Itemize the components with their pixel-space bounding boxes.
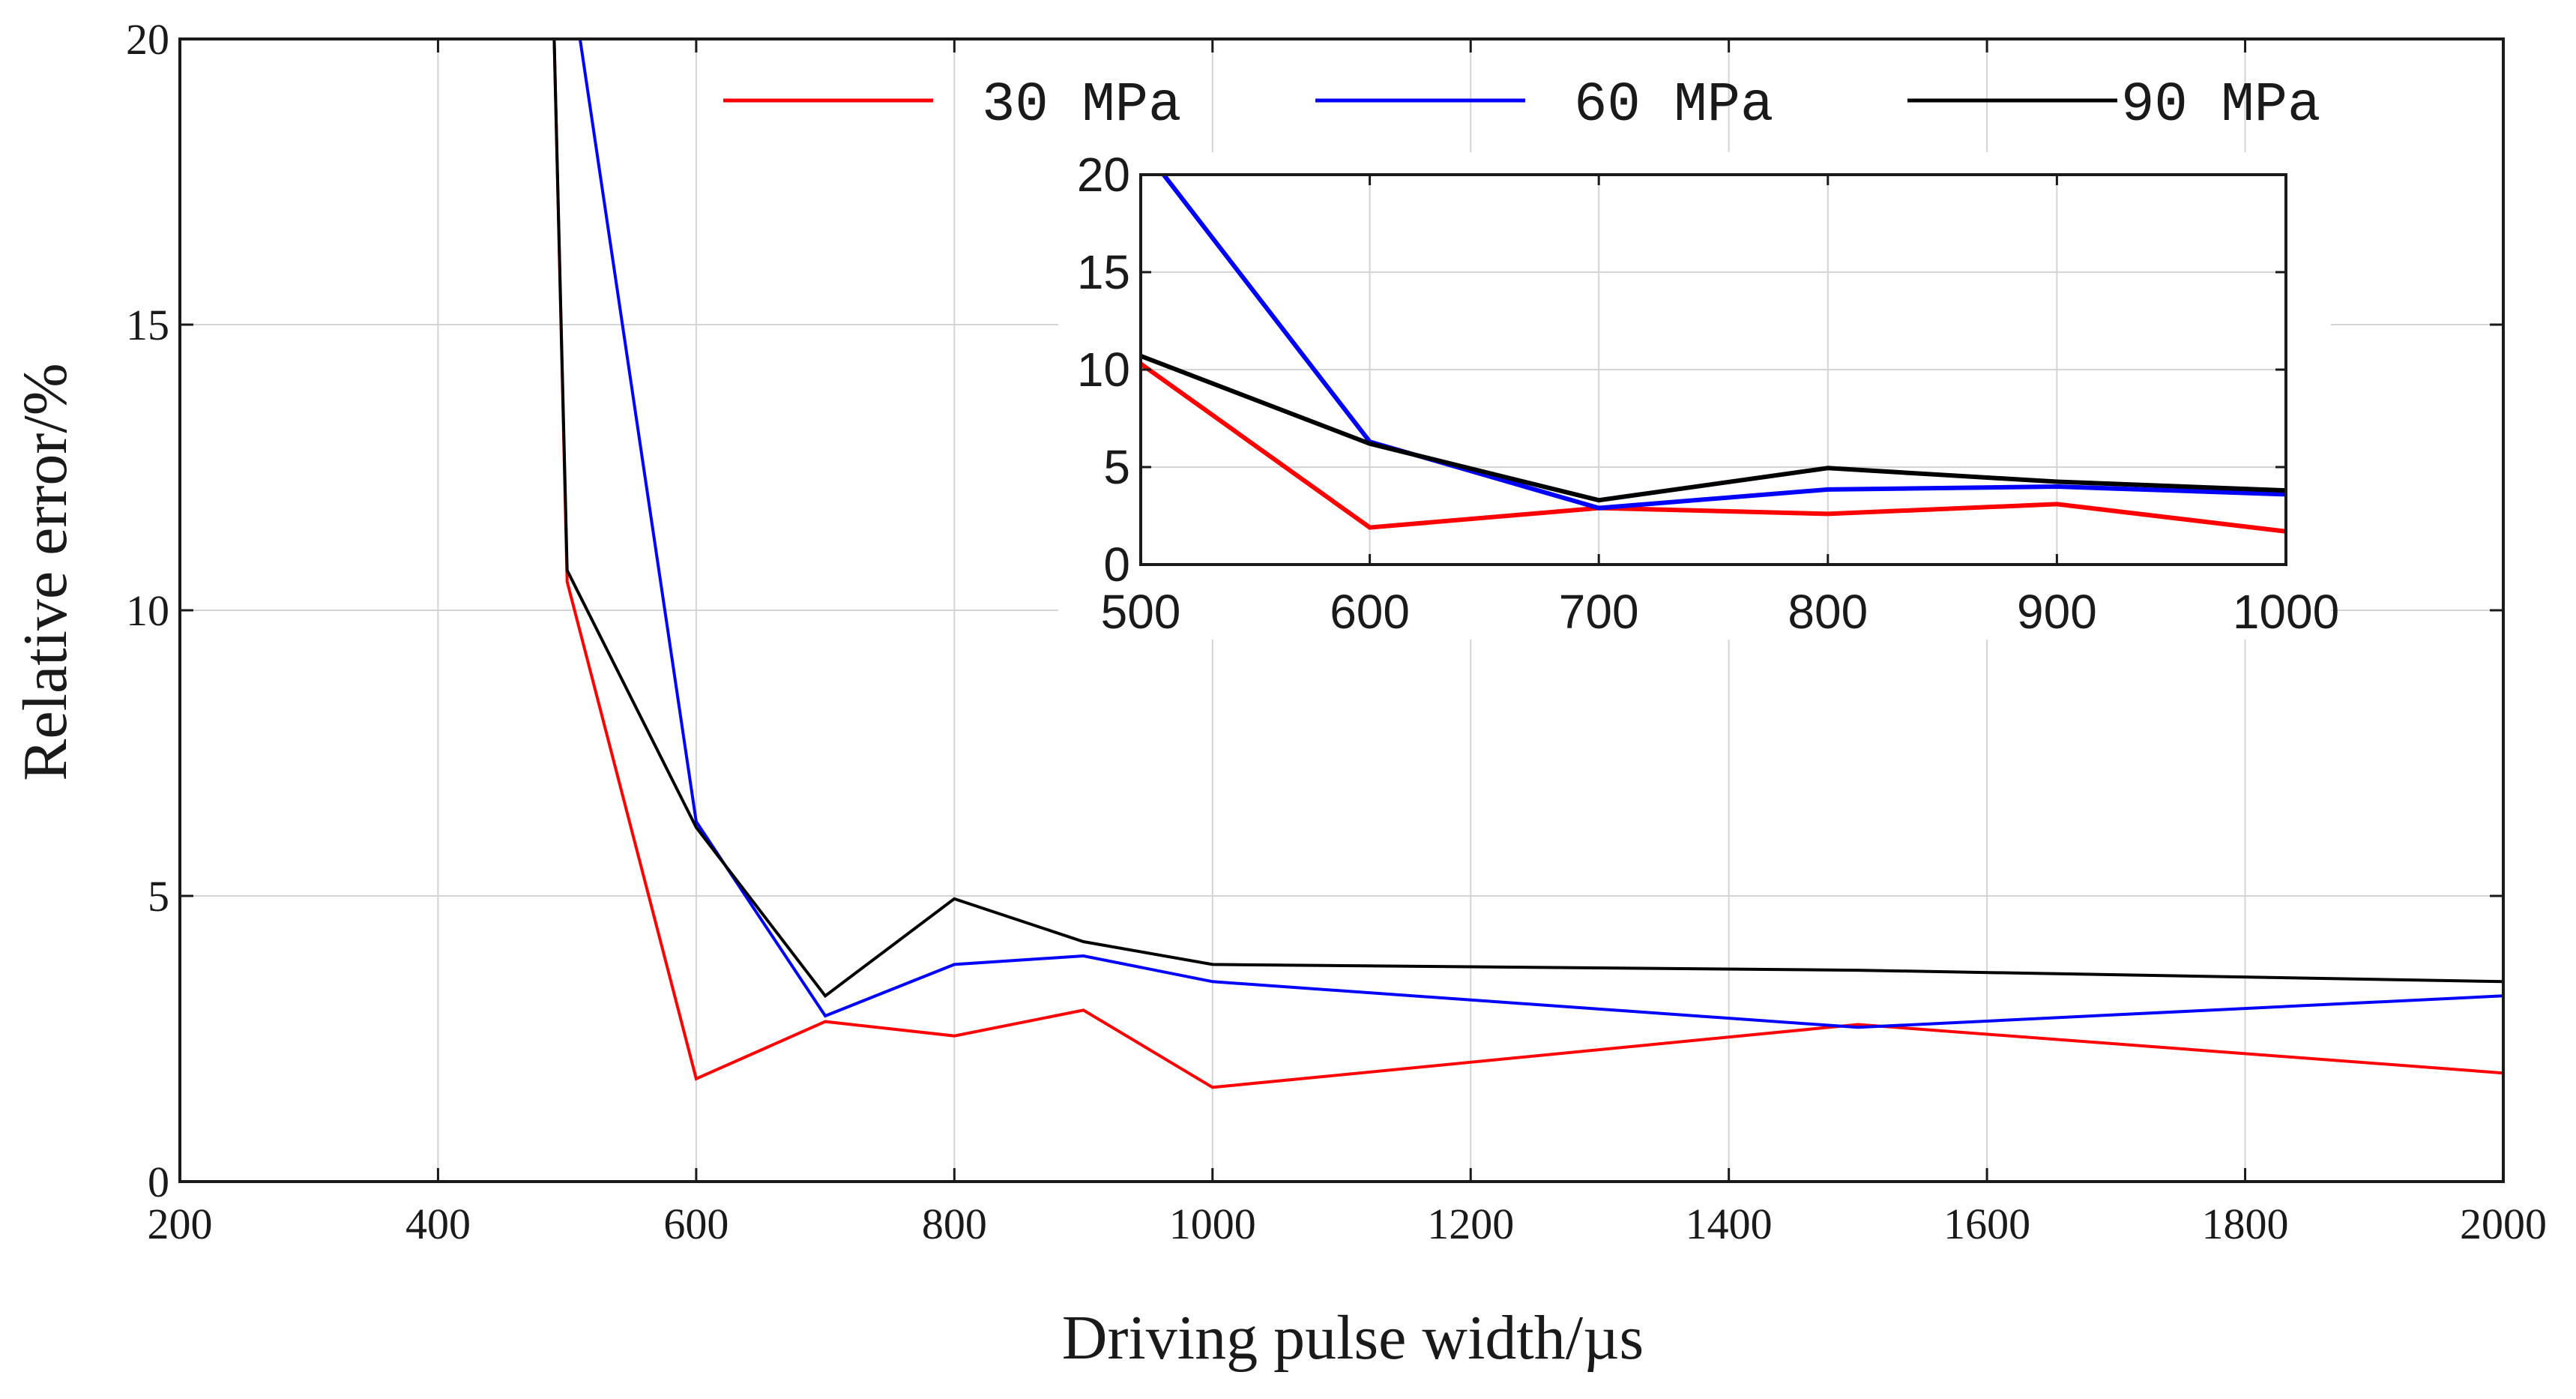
main-x-tick-label: 1600	[1943, 1200, 2030, 1248]
main-x-tick-label: 800	[922, 1200, 987, 1248]
legend: 30 MPa 60 MPa 90 MPa	[723, 74, 2320, 137]
main-y-tick-label: 0	[148, 1158, 169, 1206]
inset-x-tick-label: 600	[1330, 585, 1410, 639]
legend-label-30-mpa: 30 MPa	[982, 74, 1181, 137]
main-series-line-30-mpa	[552, 39, 2503, 1089]
main-y-tick-label: 10	[126, 586, 169, 635]
main-series-lines	[552, 39, 2503, 1089]
main-ticks: 200 400 600 800 1000 1200 1400 1600 1800 20000510…	[126, 15, 2547, 1248]
inset-series-line-60-mpa	[1162, 175, 2286, 511]
main-x-tick-label: 1400	[1686, 1200, 1773, 1248]
legend-label-90-mpa: 90 MPa	[2121, 74, 2320, 137]
main-y-tick-label: 15	[126, 301, 169, 349]
inset-y-tick-label: 20	[1077, 148, 1130, 202]
inset-grid	[1141, 175, 2286, 565]
inset-y-tick-label: 15	[1077, 245, 1130, 299]
main-x-tick-label: 1000	[1169, 1200, 1256, 1248]
inset-x-tick-label: 900	[2017, 585, 2097, 639]
main-x-axis-title: Driving pulse width/µs	[1062, 1303, 1644, 1373]
main-x-tick-label: 1800	[2202, 1200, 2289, 1248]
main-x-tick-label: 600	[663, 1200, 729, 1248]
inset-y-tick-label: 5	[1103, 440, 1130, 494]
inset-x-tick-label: 500	[1101, 585, 1181, 639]
main-y-tick-label: 20	[126, 15, 169, 64]
main-y-axis-title: Relative error/%	[10, 363, 80, 780]
inset-y-tick-label: 0	[1103, 538, 1130, 592]
inset-background	[1058, 152, 2331, 640]
inset-x-tick-label: 700	[1559, 585, 1639, 639]
main-series-line-90-mpa	[552, 39, 2503, 999]
legend-label-60-mpa: 60 MPa	[1574, 74, 1773, 137]
inset-series-line-90-mpa	[1141, 353, 2286, 503]
inset-series-line-30-mpa	[1141, 361, 2286, 534]
main-x-tick-label: 1200	[1427, 1200, 1514, 1248]
inset-series-lines	[1141, 175, 2286, 534]
inset-x-tick-label: 1000	[2233, 585, 2339, 639]
inset-y-tick-label: 10	[1077, 343, 1130, 397]
inset-ticks: 500 600 700 800 900 1000 0 5 10 15 20	[1077, 148, 2339, 639]
main-x-tick-label: 400	[405, 1200, 471, 1248]
main-x-tick-label: 200	[148, 1200, 213, 1248]
main-x-tick-label: 2000	[2460, 1200, 2547, 1248]
inset-x-tick-label: 800	[1788, 585, 1868, 639]
main-y-tick-label: 5	[148, 872, 169, 921]
